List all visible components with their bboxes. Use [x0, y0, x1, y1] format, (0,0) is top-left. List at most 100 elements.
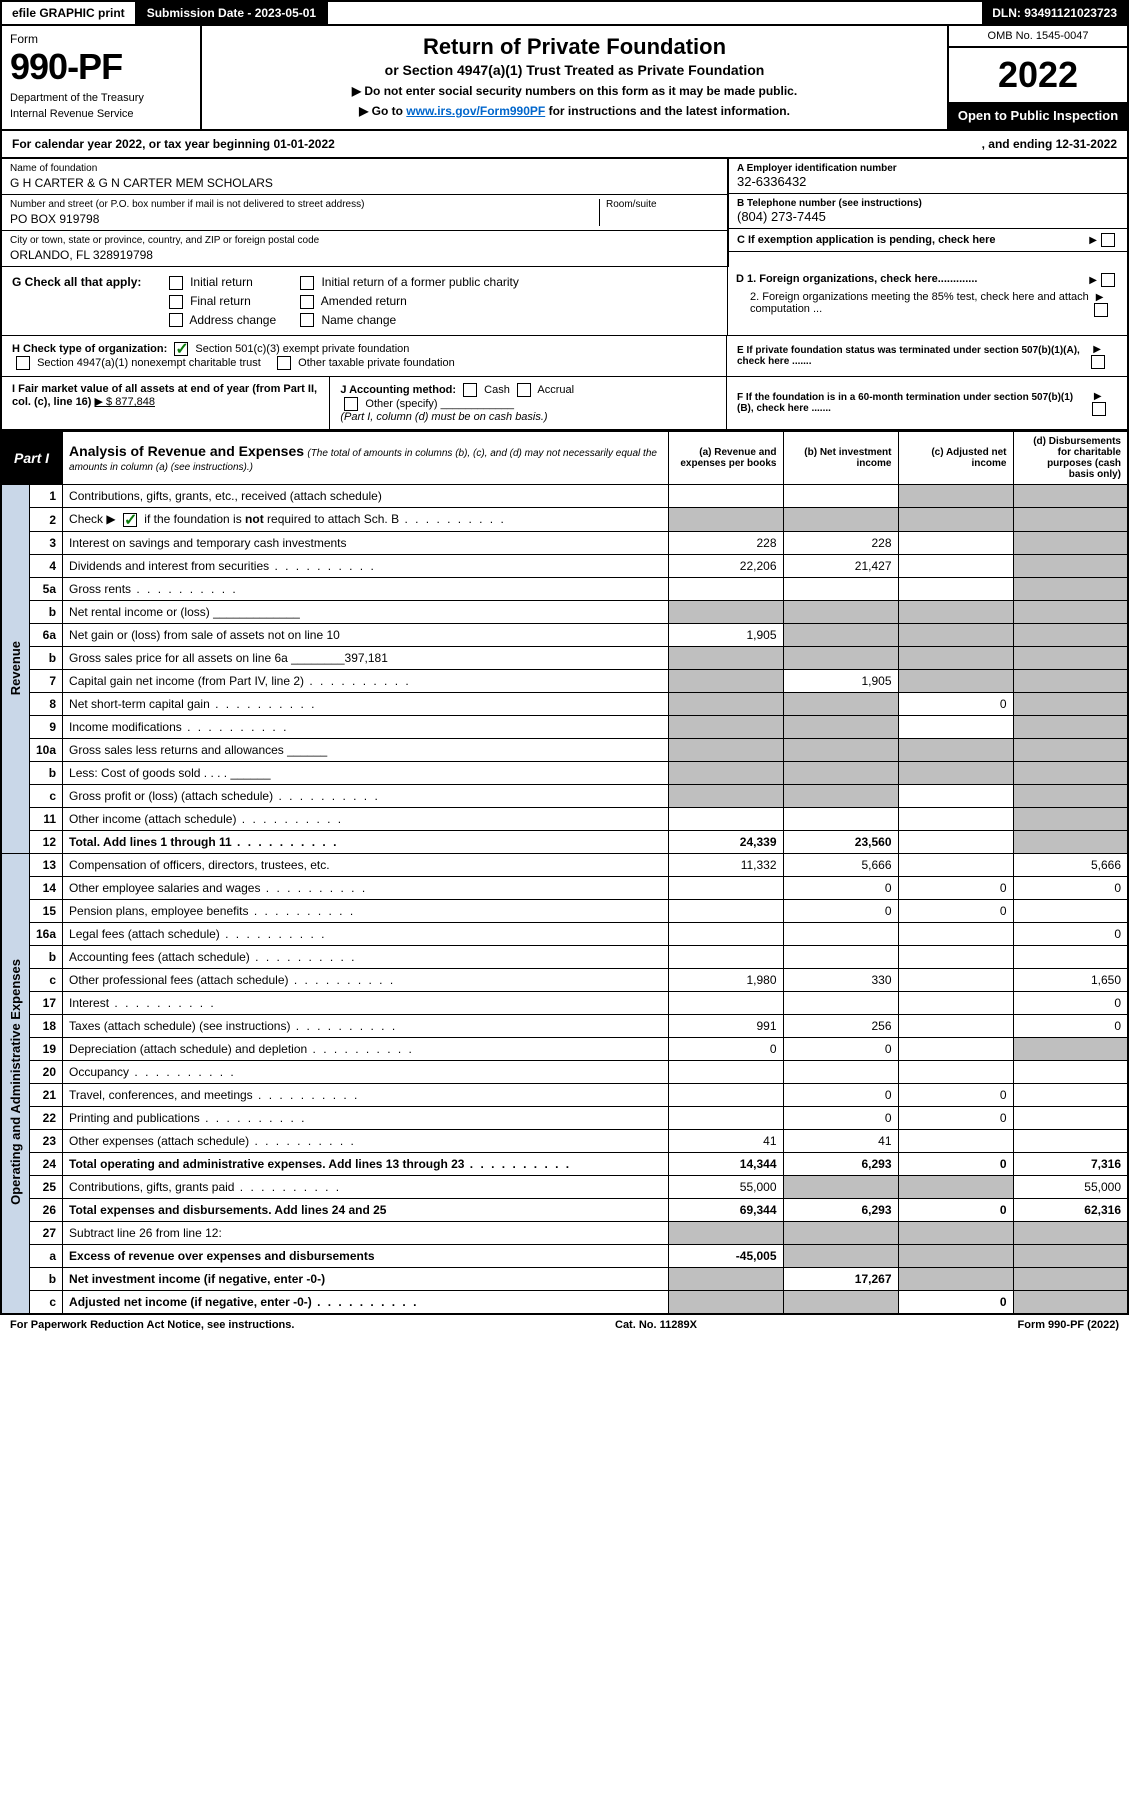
foundation-name: G H CARTER & G N CARTER MEM SCHOLARS — [10, 176, 719, 190]
arrow-icon — [1094, 390, 1102, 402]
line-number: 14 — [30, 877, 63, 900]
line-desc: Total. Add lines 1 through 11 — [63, 831, 668, 854]
city-label: City or town, state or province, country… — [10, 235, 719, 246]
room-label: Room/suite — [606, 199, 719, 210]
goto-post: for instructions and the latest informat… — [545, 104, 790, 118]
efile-label: efile GRAPHIC print — [2, 2, 137, 24]
side-label: Revenue — [1, 485, 30, 854]
cb-final-return[interactable] — [169, 295, 183, 309]
line-number: 4 — [30, 555, 63, 578]
f-label: F If the foundation is in a 60-month ter… — [737, 392, 1088, 414]
cb-foreign-org[interactable] — [1101, 273, 1115, 287]
tax-year: 2022 — [949, 48, 1127, 102]
line-number: 12 — [30, 831, 63, 854]
table-row: 3Interest on savings and temporary cash … — [1, 532, 1128, 555]
arrow-icon — [1093, 343, 1101, 355]
exemption-pending-label: C If exemption application is pending, c… — [737, 234, 996, 246]
cb-other-taxable[interactable] — [277, 356, 291, 370]
line-desc: Excess of revenue over expenses and disb… — [63, 1245, 668, 1268]
page-footer: For Paperwork Reduction Act Notice, see … — [0, 1315, 1129, 1335]
line-number: 19 — [30, 1038, 63, 1061]
table-row: 6aNet gain or (loss) from sale of assets… — [1, 624, 1128, 647]
arrow-icon — [1089, 274, 1097, 286]
j-other: Other (specify) — [365, 398, 437, 410]
line-number: c — [30, 785, 63, 808]
cb-sch-b[interactable] — [123, 513, 137, 527]
line-desc: Check ▶ if the foundation is not require… — [63, 508, 668, 532]
cb-accrual[interactable] — [517, 383, 531, 397]
table-row: 26Total expenses and disbursements. Add … — [1, 1199, 1128, 1222]
i-label: I Fair market value of all assets at end… — [12, 383, 317, 408]
phone-label: B Telephone number (see instructions) — [737, 198, 1119, 209]
j-accrual: Accrual — [537, 384, 574, 396]
cat-no: Cat. No. 11289X — [615, 1319, 697, 1331]
cb-amended[interactable] — [300, 295, 314, 309]
form-number: 990-PF — [10, 46, 192, 88]
table-row: cGross profit or (loss) (attach schedule… — [1, 785, 1128, 808]
line-number: 20 — [30, 1061, 63, 1084]
line-desc: Contributions, gifts, grants paid — [63, 1176, 668, 1199]
cb-foreign-85[interactable] — [1094, 303, 1108, 317]
cb-4947[interactable] — [16, 356, 30, 370]
line-number: 15 — [30, 900, 63, 923]
form-word: Form — [10, 32, 192, 46]
line-desc: Other income (attach schedule) — [63, 808, 668, 831]
line-desc: Depreciation (attach schedule) and deple… — [63, 1038, 668, 1061]
goto-pre: ▶ Go to — [359, 104, 406, 118]
cb-cash[interactable] — [463, 383, 477, 397]
cb-initial-former[interactable] — [300, 276, 314, 290]
form-footer: Form 990-PF (2022) — [1018, 1319, 1119, 1331]
line-number: c — [30, 969, 63, 992]
table-row: 18Taxes (attach schedule) (see instructi… — [1, 1015, 1128, 1038]
opt-former: Initial return of a former public charit… — [321, 275, 518, 289]
arrow-icon — [1089, 234, 1097, 246]
ein-label: A Employer identification number — [737, 163, 1119, 174]
e-label: E If private foundation status was termi… — [737, 345, 1087, 367]
cb-501c3[interactable] — [174, 342, 188, 356]
form990pf-link[interactable]: www.irs.gov/Form990PF — [406, 104, 545, 118]
cb-address-change[interactable] — [169, 313, 183, 327]
h-501c3: Section 501(c)(3) exempt private foundat… — [195, 343, 409, 355]
table-row: 5aGross rents — [1, 578, 1128, 601]
period-end: , and ending 12-31-2022 — [982, 137, 1117, 151]
omb-number: OMB No. 1545-0047 — [949, 26, 1127, 48]
line-desc: Gross profit or (loss) (attach schedule) — [63, 785, 668, 808]
table-row: 9Income modifications — [1, 716, 1128, 739]
side-label: Operating and Administrative Expenses — [1, 854, 30, 1315]
h-4947: Section 4947(a)(1) nonexempt charitable … — [37, 357, 261, 369]
line-number: 22 — [30, 1107, 63, 1130]
cb-60month[interactable] — [1092, 402, 1106, 416]
line-desc: Interest — [63, 992, 668, 1015]
dln: DLN: 93491121023723 — [982, 2, 1127, 24]
dept-irs: Internal Revenue Service — [10, 108, 192, 120]
open-to-public: Open to Public Inspection — [949, 102, 1127, 129]
line-desc: Net gain or (loss) from sale of assets n… — [63, 624, 668, 647]
name-label: Name of foundation — [10, 163, 719, 174]
line-number: 21 — [30, 1084, 63, 1107]
addr-label: Number and street (or P.O. box number if… — [10, 199, 599, 210]
line-desc: Printing and publications — [63, 1107, 668, 1130]
line-desc: Pension plans, employee benefits — [63, 900, 668, 923]
table-row: bAccounting fees (attach schedule) — [1, 946, 1128, 969]
line-number: 23 — [30, 1130, 63, 1153]
col-c-header: (c) Adjusted net income — [898, 432, 1013, 485]
line-desc: Occupancy — [63, 1061, 668, 1084]
table-row: 15Pension plans, employee benefits00 — [1, 900, 1128, 923]
city-value: ORLANDO, FL 328919798 — [10, 248, 719, 262]
line-desc: Taxes (attach schedule) (see instruction… — [63, 1015, 668, 1038]
arrow-icon — [1096, 291, 1104, 303]
line-number: a — [30, 1245, 63, 1268]
table-row: 11Other income (attach schedule) — [1, 808, 1128, 831]
table-row: 25Contributions, gifts, grants paid55,00… — [1, 1176, 1128, 1199]
opt-final: Final return — [190, 294, 251, 308]
line-number: b — [30, 601, 63, 624]
addr-value: PO BOX 919798 — [10, 212, 599, 226]
line-number: 26 — [30, 1199, 63, 1222]
cb-terminated[interactable] — [1091, 355, 1105, 369]
line-number: b — [30, 1268, 63, 1291]
cb-other-acct[interactable] — [344, 397, 358, 411]
cb-name-change[interactable] — [300, 313, 314, 327]
cb-initial-return[interactable] — [169, 276, 183, 290]
exemption-pending-checkbox[interactable] — [1101, 233, 1115, 247]
line-desc: Dividends and interest from securities — [63, 555, 668, 578]
